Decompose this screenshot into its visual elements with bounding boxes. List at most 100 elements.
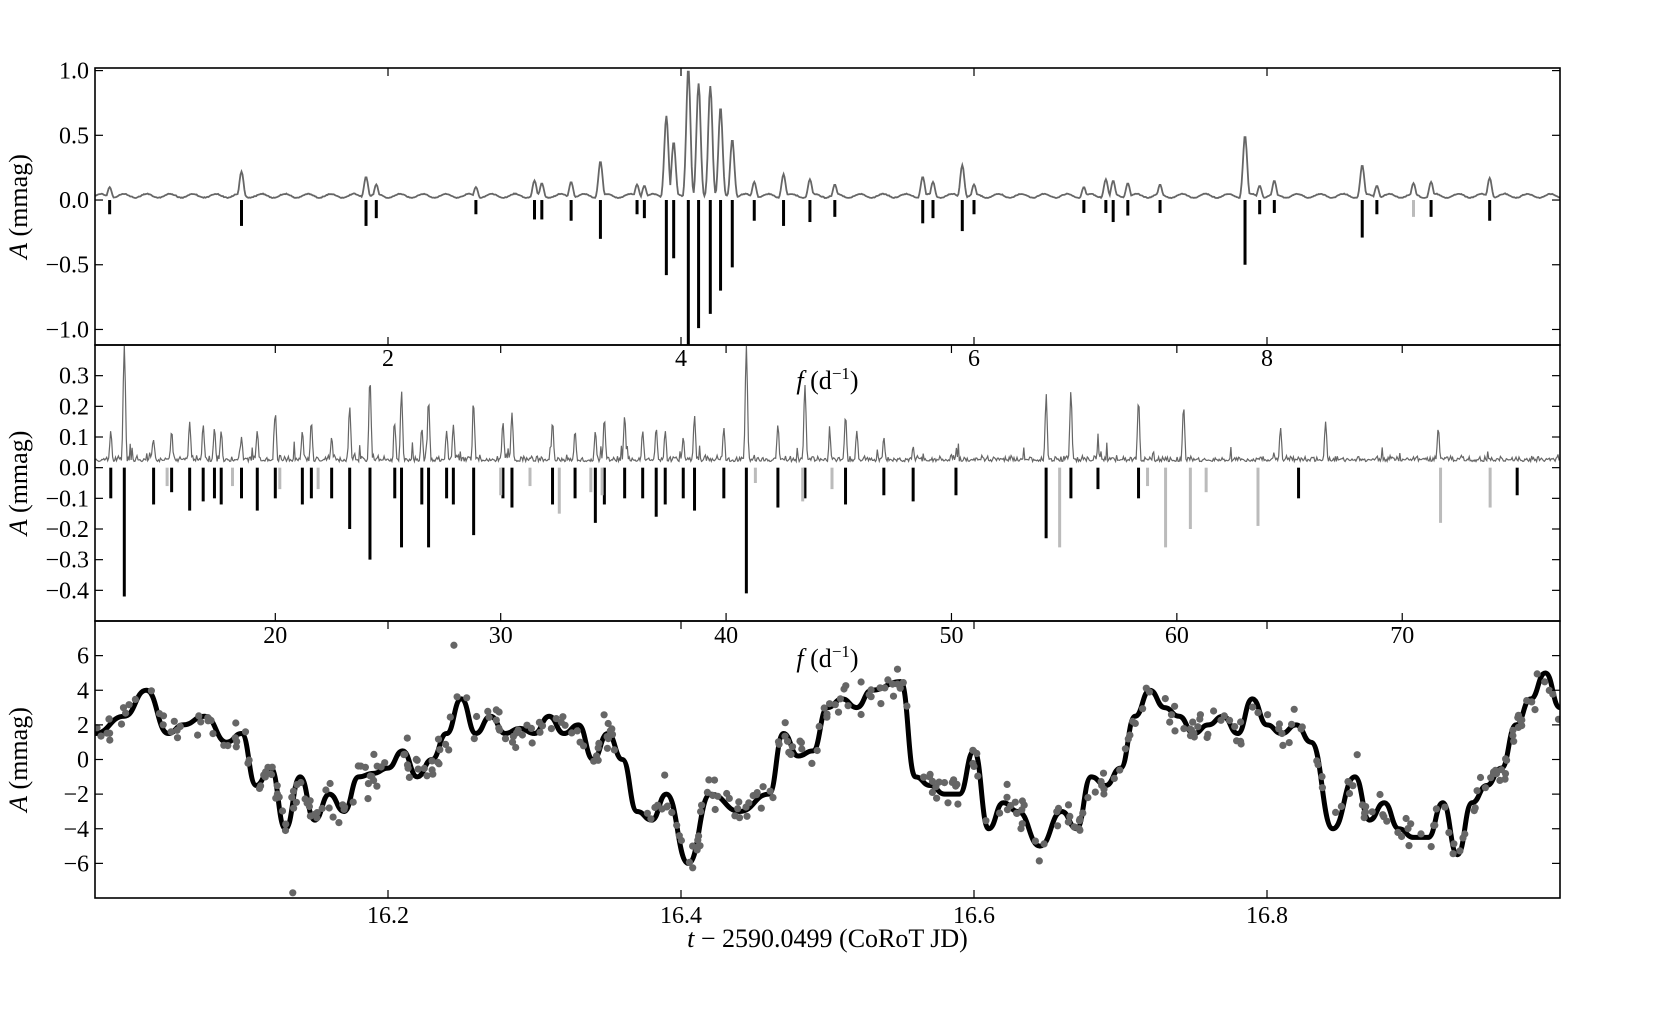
data-point (813, 746, 821, 755)
y-tick-label: 6 (77, 644, 89, 670)
data-point (697, 808, 705, 816)
data-point (1407, 820, 1415, 828)
data-point (442, 740, 450, 749)
data-point (1180, 725, 1188, 733)
data-point (1496, 776, 1504, 785)
data-point (889, 680, 897, 688)
data-point (1171, 727, 1179, 735)
data-point (1003, 806, 1012, 814)
y-tick-label: −0.1 (45, 486, 89, 512)
data-point (131, 695, 139, 704)
data-point (1071, 823, 1079, 831)
data-point (403, 734, 411, 742)
data-point (373, 782, 381, 790)
data-point (1003, 780, 1011, 789)
data-point (159, 721, 167, 729)
data-point (420, 764, 428, 773)
data-point (514, 726, 522, 734)
data-point (559, 713, 567, 721)
data-point (518, 731, 527, 739)
data-point (509, 732, 517, 741)
axes-frame (94, 67, 1561, 346)
x-axis-label: t − 2590.0499 (CoRoT JD) (687, 924, 968, 953)
y-tick-label: 0.2 (59, 394, 89, 420)
data-point (1139, 705, 1147, 713)
data-point (305, 802, 313, 811)
data-point (1237, 737, 1245, 746)
data-point (1075, 817, 1084, 825)
y-tick-label: 0 (77, 748, 89, 774)
data-point (232, 719, 240, 727)
data-point (604, 735, 612, 743)
data-point (881, 684, 889, 692)
data-point (1459, 834, 1467, 842)
data-point (176, 722, 184, 731)
y-axis-label: A (mmag) (4, 154, 33, 261)
data-point (1476, 773, 1485, 782)
data-point (1142, 684, 1150, 692)
data-point (1318, 773, 1326, 781)
data-point (673, 821, 681, 829)
data-point (675, 832, 683, 840)
data-point (1171, 702, 1179, 710)
data-point (798, 745, 806, 753)
data-point (643, 809, 652, 817)
data-point (884, 676, 892, 684)
data-point (781, 719, 789, 727)
data-point (926, 770, 934, 779)
data-point (1066, 812, 1074, 821)
data-point (463, 694, 471, 702)
data-point (485, 713, 493, 721)
data-point (170, 717, 178, 725)
data-point (689, 864, 697, 872)
plot-area (95, 345, 1560, 597)
data-point (1445, 829, 1453, 837)
data-point (310, 810, 318, 819)
data-point (1275, 720, 1283, 728)
data-point (1456, 847, 1464, 855)
data-point (1279, 741, 1287, 750)
y-tick-label: −0.3 (45, 548, 89, 574)
data-point (893, 665, 902, 673)
data-point (1510, 737, 1518, 745)
data-point (654, 801, 662, 809)
data-point (434, 758, 442, 767)
x-tick-label: 16.4 (660, 903, 702, 929)
data-point (552, 715, 560, 723)
data-point (1318, 784, 1326, 792)
data-point (159, 712, 168, 720)
data-point (663, 803, 671, 811)
data-point (1545, 686, 1553, 695)
data-point (1013, 809, 1021, 817)
data-point (1531, 706, 1539, 714)
data-point (1161, 695, 1169, 703)
data-point (106, 736, 114, 744)
data-point (826, 700, 834, 708)
data-point (1470, 807, 1478, 815)
data-point (1064, 801, 1073, 809)
data-point (1430, 821, 1438, 830)
data-point (604, 719, 612, 728)
spectrum-line (95, 70, 1560, 200)
data-point (594, 744, 602, 752)
data-point (711, 805, 719, 814)
data-point (1405, 842, 1413, 850)
data-point (370, 750, 378, 759)
data-point (1249, 703, 1257, 711)
data-point (326, 779, 334, 788)
data-point (953, 780, 961, 789)
data-point (255, 784, 264, 793)
data-point (528, 739, 536, 747)
data-point (512, 743, 520, 752)
data-point (401, 750, 409, 758)
data-point (1491, 766, 1499, 775)
data-point (404, 764, 412, 772)
data-point (668, 808, 676, 817)
data-point (932, 783, 940, 791)
data-point (815, 722, 823, 731)
data-point (757, 804, 765, 812)
data-point (105, 715, 113, 723)
data-point (1285, 739, 1293, 747)
data-point (377, 763, 385, 771)
